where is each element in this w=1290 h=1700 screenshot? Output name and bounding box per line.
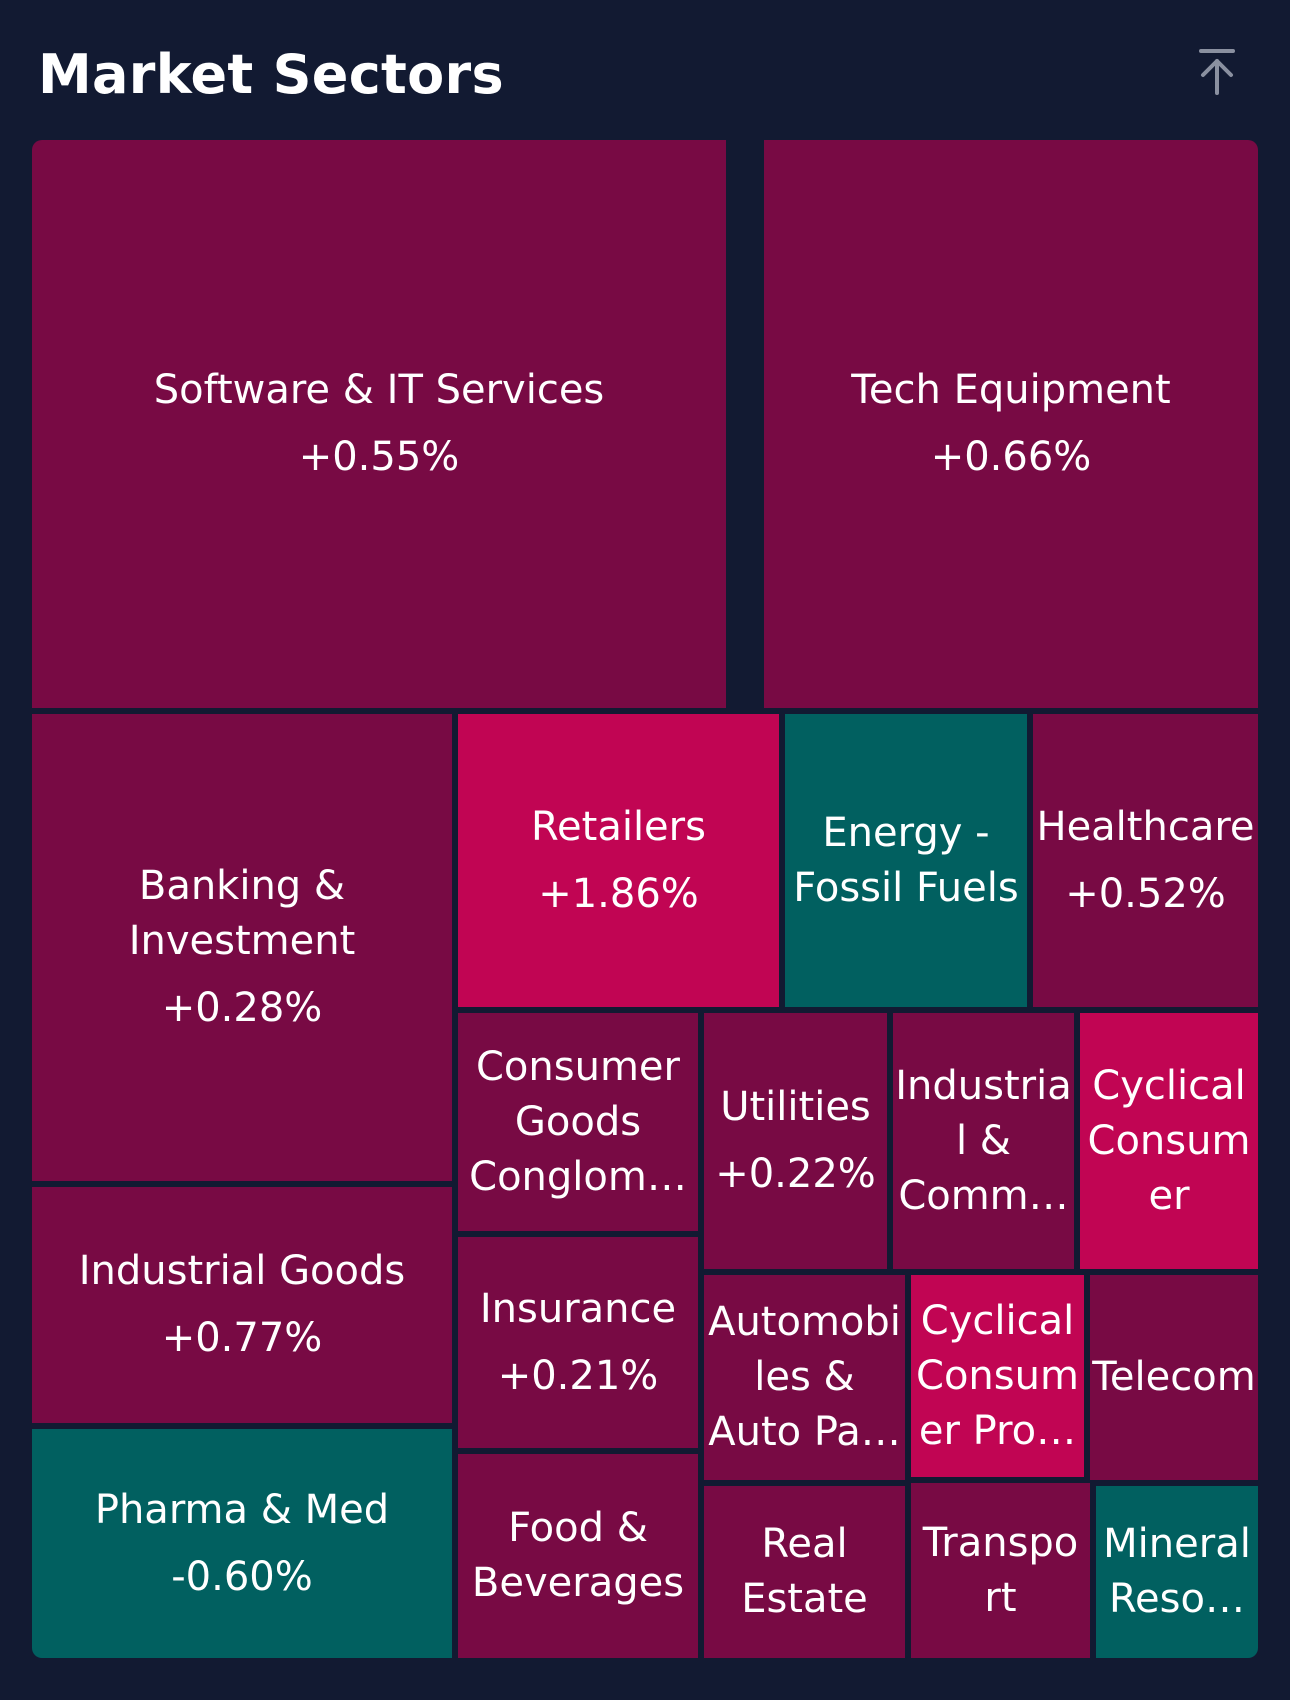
sector-tile[interactable]: Industria l & Comm… <box>893 1013 1074 1269</box>
sector-name: Mineral Reso… <box>1103 1521 1251 1622</box>
collapse-button[interactable] <box>1190 42 1244 102</box>
sector-name: Banking & Investment <box>128 863 356 964</box>
sector-tile[interactable]: Energy - Fossil Fuels <box>785 714 1027 1007</box>
sector-tile[interactable]: Retailers +1.86% <box>458 714 779 1007</box>
sector-name: Cyclical Consum er <box>1087 1062 1251 1219</box>
sector-name: Transpo rt <box>922 1519 1079 1621</box>
sector-name: Insurance <box>479 1285 677 1332</box>
sector-name: Healthcare <box>1036 803 1255 850</box>
sector-name: Utilities <box>720 1084 871 1130</box>
sector-name: Industrial Goods <box>78 1248 406 1294</box>
sector-name: Energy - Fossil Fuels <box>793 809 1019 911</box>
sector-name: Automobi les & Auto Pa… <box>708 1299 901 1455</box>
sector-tile[interactable]: Cyclical Consum er <box>1080 1013 1258 1269</box>
sector-change: +0.52% <box>1065 870 1226 917</box>
sector-tile[interactable]: Insurance +0.21% <box>458 1237 698 1448</box>
sector-name: Retailers <box>531 803 706 850</box>
sector-tile[interactable]: Transpo rt <box>911 1483 1090 1658</box>
sector-change: +0.66% <box>930 434 1092 480</box>
sector-name: Consumer Goods Conglom… <box>469 1043 687 1200</box>
sector-change: -0.60% <box>171 1553 313 1600</box>
sector-tile[interactable]: Software & IT Services +0.55% <box>32 140 726 708</box>
sector-tile[interactable]: Real Estate <box>704 1486 905 1658</box>
sector-tile[interactable]: Mineral Reso… <box>1096 1486 1258 1658</box>
sector-tile[interactable]: Banking & Investment +0.28% <box>32 714 452 1181</box>
sector-tile[interactable]: Telecom <box>1090 1275 1258 1480</box>
page-title: Market Sectors <box>38 43 504 106</box>
arrow-up-to-top-icon <box>1199 49 1235 95</box>
sector-name: Pharma & Med <box>94 1486 390 1533</box>
sector-tile[interactable]: Pharma & Med -0.60% <box>32 1429 452 1658</box>
sector-change: +0.22% <box>715 1151 876 1197</box>
sector-tile[interactable]: Automobi les & Auto Pa… <box>704 1275 905 1480</box>
sector-name: Software & IT Services <box>153 367 605 413</box>
sector-name: Telecom <box>1092 1354 1256 1400</box>
sector-name: Real Estate <box>741 1521 868 1622</box>
sector-tile[interactable]: Healthcare +0.52% <box>1033 714 1258 1007</box>
sector-change: +0.77% <box>161 1315 323 1361</box>
sector-tile[interactable]: Consumer Goods Conglom… <box>458 1013 698 1231</box>
sector-tile[interactable]: Utilities +0.22% <box>704 1013 887 1269</box>
sector-tile[interactable]: Food & Beverages <box>458 1454 698 1658</box>
sector-name: Cyclical Consum er Pro… <box>916 1297 1079 1454</box>
sector-change: +0.21% <box>497 1352 659 1399</box>
sector-treemap: Software & IT Services +0.55% Tech Equipme… <box>32 140 1258 1658</box>
sector-tile[interactable]: Industrial Goods +0.77% <box>32 1187 452 1423</box>
sector-name: Tech Equipment <box>851 367 1171 413</box>
sector-name: Food & Beverages <box>471 1505 685 1606</box>
sector-tile[interactable]: Cyclical Consum er Pro… <box>911 1275 1084 1477</box>
sector-change: +1.86% <box>538 870 699 917</box>
sector-change: +0.28% <box>161 985 323 1031</box>
sector-change: +0.55% <box>298 434 460 480</box>
sector-name: Industria l & Comm… <box>895 1062 1072 1219</box>
sector-tile[interactable]: Tech Equipment +0.66% <box>764 140 1258 708</box>
